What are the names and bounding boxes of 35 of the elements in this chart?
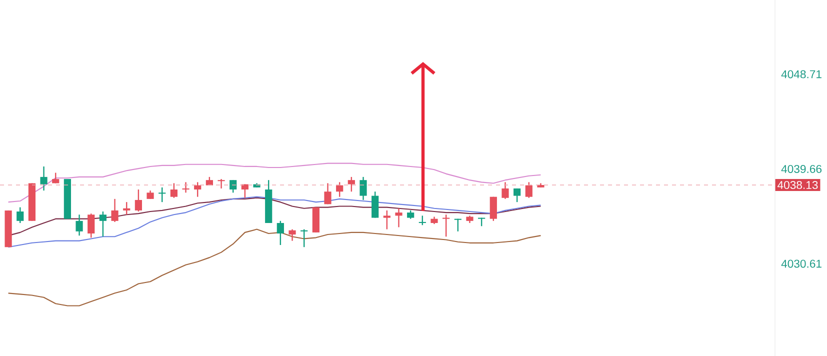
candlestick (40, 166, 48, 192)
candlestick (111, 198, 118, 223)
candlestick (99, 210, 107, 238)
candlestick (88, 212, 95, 238)
candlestick (383, 210, 390, 230)
candlestick (76, 214, 83, 236)
y-tick-label: 4030.61 (781, 260, 822, 268)
candlestick (218, 178, 225, 190)
candlestick (158, 186, 166, 203)
candlestick (276, 220, 284, 246)
candlestick (372, 191, 379, 218)
candlestick (395, 208, 402, 228)
candlestick (348, 176, 355, 192)
candlestick (418, 215, 426, 226)
candlestick (525, 182, 532, 198)
candlestick (134, 188, 142, 212)
y-tick-label: 4048.71 (781, 70, 822, 78)
candlestick (336, 182, 344, 198)
candlestick (16, 206, 24, 224)
candlestick (442, 214, 450, 238)
ref-line-label: 4038.13 (778, 181, 818, 190)
candlestick (324, 182, 332, 205)
candlestick (123, 201, 130, 216)
candlestick (182, 182, 190, 194)
candlestick (514, 188, 521, 203)
y-tick-label: 4039.66 (781, 164, 822, 173)
candlestick (454, 218, 462, 232)
candlestick (230, 179, 237, 194)
candlestick (194, 182, 202, 198)
candlestick (360, 176, 367, 201)
candlestick (170, 182, 178, 198)
candlestick (300, 228, 308, 248)
candlestick (288, 228, 296, 242)
candlestick (502, 182, 509, 200)
candlestick (490, 196, 497, 222)
